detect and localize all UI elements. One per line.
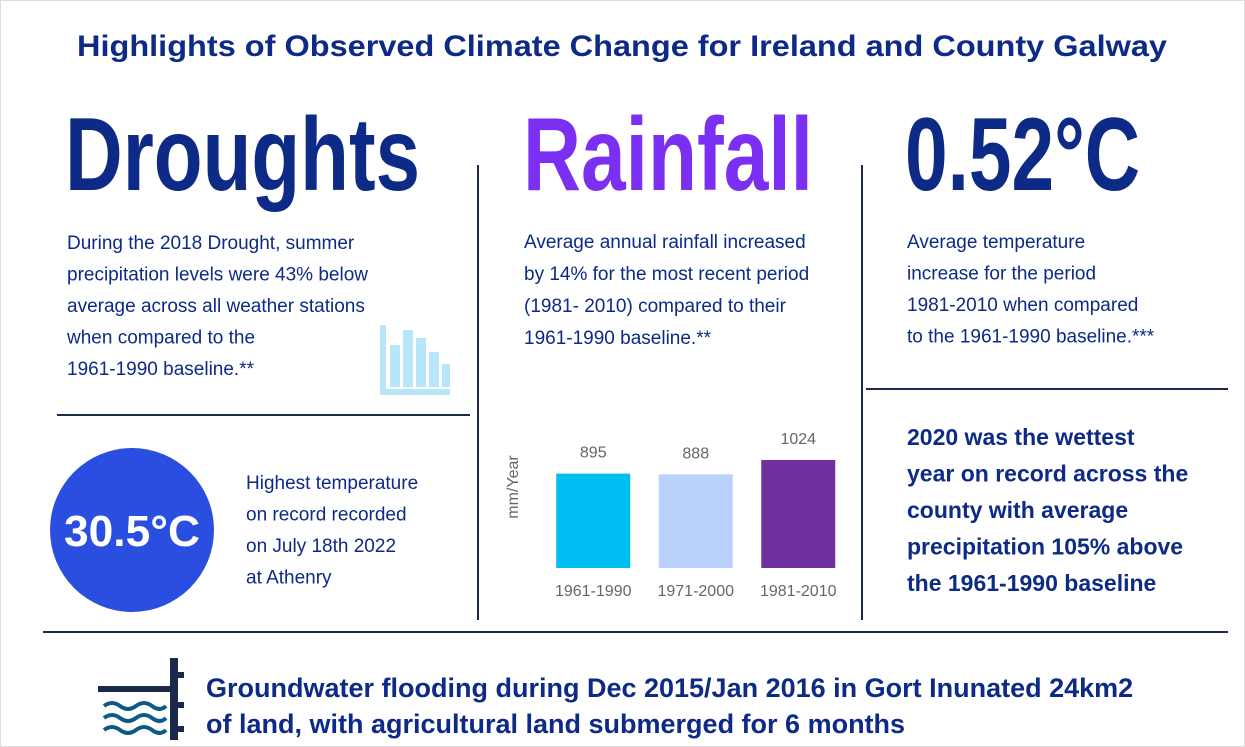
bar xyxy=(556,473,631,568)
text-line: the 1961-1990 baseline xyxy=(907,570,1156,596)
value-label: 895 xyxy=(580,445,607,462)
text-line: on record recorded xyxy=(246,505,407,526)
text-line: year on record across the xyxy=(907,461,1188,487)
text-line: 1981-2010 when compared xyxy=(907,295,1138,316)
text-line: of land, with agricultural land submerge… xyxy=(206,709,905,739)
text-line: at Athenry xyxy=(246,568,332,589)
text-line: county with average xyxy=(907,497,1128,523)
bar xyxy=(761,460,836,568)
text-line: on July 18th 2022 xyxy=(246,536,396,557)
x-tick-label: 1981-2010 xyxy=(760,583,837,600)
text-line: Groundwater flooding during Dec 2015/Jan… xyxy=(206,673,1133,703)
text-line: by 14% for the most recent period xyxy=(524,264,809,285)
x-tick-label: 1971-2000 xyxy=(657,583,734,600)
text-line: 1961-1990 baseline.** xyxy=(524,328,712,349)
rainfall-heading: Rainfall xyxy=(523,97,813,213)
text-line: 2020 was the wettest xyxy=(907,424,1135,450)
title: Highlights of Observed Climate Change fo… xyxy=(77,30,1167,63)
temperature-heading: 0.52°C xyxy=(905,97,1140,213)
text-line: (1981- 2010) compared to their xyxy=(524,296,787,317)
dividers xyxy=(43,165,1228,633)
text-line: when compared to the xyxy=(66,328,255,349)
text-line: Average temperature xyxy=(907,232,1085,253)
text-line: increase for the period xyxy=(907,264,1096,285)
text-line: During the 2018 Drought, summer xyxy=(67,233,355,254)
record-value: 30.5°C xyxy=(64,507,200,556)
text-line: Average annual rainfall increased xyxy=(524,232,806,253)
value-label: 888 xyxy=(682,445,709,462)
value-label: 1024 xyxy=(780,431,816,448)
bar xyxy=(658,474,733,568)
text-line: to the 1961-1990 baseline.*** xyxy=(907,327,1155,348)
droughts-heading: Droughts xyxy=(65,97,420,213)
y-axis-label: mm/Year xyxy=(505,455,522,519)
bar-icon xyxy=(380,325,450,395)
x-tick-label: 1961-1990 xyxy=(555,583,632,600)
text-line: 1961-1990 baseline.** xyxy=(67,359,255,380)
flood-icon xyxy=(98,658,184,740)
text-line: average across all weather stations xyxy=(67,296,365,317)
text-line: Highest temperature xyxy=(246,473,418,494)
text-line: precipitation 105% above xyxy=(907,534,1183,560)
record-circle xyxy=(50,448,214,612)
text-line: precipitation levels were 43% below xyxy=(67,265,368,286)
